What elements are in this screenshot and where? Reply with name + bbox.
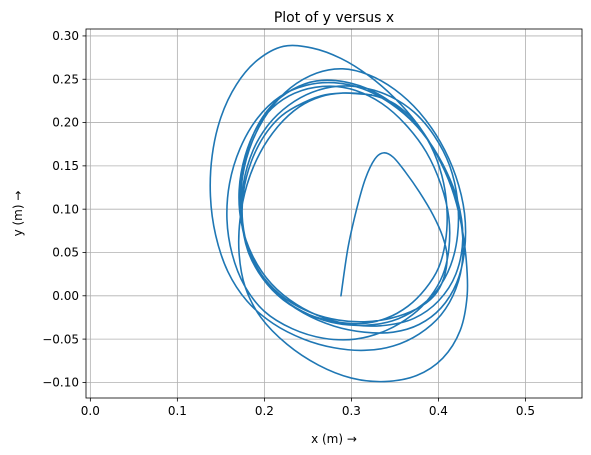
series-line-0 (209, 44, 469, 383)
y-tick-label: 0.05 (52, 246, 79, 260)
y-tick-label: −0.05 (42, 332, 79, 346)
y-tick-label: 0.30 (52, 29, 79, 43)
x-tick-label: 0.1 (168, 404, 187, 418)
y-tick-label: 0.15 (52, 159, 79, 173)
chart-title: Plot of y versus x (274, 10, 394, 26)
y-axis-label: y (m) → (11, 191, 25, 237)
x-tick-label: 0.3 (342, 404, 361, 418)
y-tick-label: −0.10 (42, 376, 79, 390)
x-tick-label: 0.5 (516, 404, 535, 418)
x-tick-label: 0.0 (81, 404, 100, 418)
y-tick-label: 0.25 (52, 72, 79, 86)
x-axis-label: x (m) → (311, 432, 357, 446)
grid (86, 29, 582, 398)
y-axis: −0.10 −0.05 0.00 0.05 0.10 0.15 0.20 0.25 0.30 (42, 29, 86, 390)
series-group (209, 44, 469, 383)
x-axis: 0.0 0.1 0.2 0.3 0.4 0.5 (81, 398, 535, 418)
x-tick-label: 0.2 (255, 404, 274, 418)
y-tick-label: 0.00 (52, 289, 79, 303)
y-tick-label: 0.10 (52, 202, 79, 216)
y-tick-label: 0.20 (52, 116, 79, 130)
plot-frame (85, 28, 583, 399)
x-tick-label: 0.4 (429, 404, 448, 418)
